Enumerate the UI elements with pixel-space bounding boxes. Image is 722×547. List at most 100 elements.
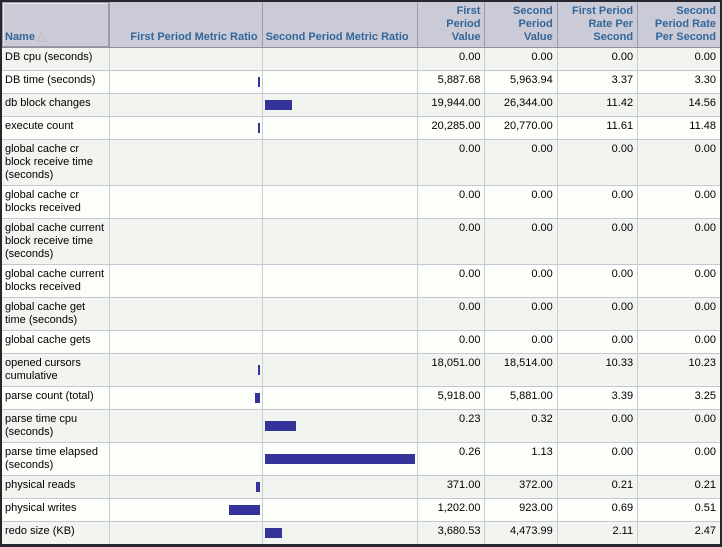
table-row: DB cpu (seconds) 0.00 0.00 0.00 0.00 xyxy=(1,47,722,71)
first-value-cell: 20,285.00 xyxy=(417,116,486,140)
name-cell: global cache cr block receive time (seco… xyxy=(1,139,110,186)
second-value-cell: 0.32 xyxy=(484,409,558,443)
table-row: opened cursors cumulative 18,051.00 18,5… xyxy=(1,353,722,387)
header-first-period-rate-per-second[interactable]: First Period Rate Per Second xyxy=(557,1,639,48)
first-ratio-cell xyxy=(109,475,263,499)
first-ratio-cell xyxy=(109,386,263,410)
first-ratio-cell xyxy=(109,47,263,71)
first-rate-cell: 0.00 xyxy=(557,139,639,186)
metric-ratio-bar xyxy=(264,100,292,110)
first-ratio-cell xyxy=(109,353,263,387)
metric-ratio-bar xyxy=(254,393,260,403)
second-value-cell: 5,881.00 xyxy=(484,386,558,410)
header-second-period-metric-ratio[interactable]: Second Period Metric Ratio xyxy=(262,1,419,48)
table-row: global cache get time (seconds) 0.00 0.0… xyxy=(1,297,722,331)
table-row: db block changes 19,944.00 26,344.00 11.… xyxy=(1,93,722,117)
table-row: global cache cr block receive time (seco… xyxy=(1,139,722,186)
first-rate-cell: 0.21 xyxy=(557,475,639,499)
table-row: global cache current block receive time … xyxy=(1,218,722,265)
name-cell: execute count xyxy=(1,116,110,140)
second-rate-cell: 0.00 xyxy=(637,297,722,331)
metric-ratio-bar xyxy=(264,528,282,538)
first-rate-cell: 2.11 xyxy=(557,521,639,546)
first-ratio-cell xyxy=(109,139,263,186)
first-value-cell: 0.00 xyxy=(417,185,486,219)
first-ratio-cell xyxy=(109,185,263,219)
first-ratio-cell xyxy=(109,70,263,94)
second-value-cell: 18,514.00 xyxy=(484,353,558,387)
second-value-cell: 0.00 xyxy=(484,297,558,331)
table-row: redo size (KB) 3,680.53 4,473.99 2.11 2.… xyxy=(1,521,722,546)
header-second-period-rate-per-second[interactable]: Second Period Rate Per Second xyxy=(637,1,722,48)
second-rate-cell: 3.30 xyxy=(637,70,722,94)
first-ratio-cell xyxy=(109,116,263,140)
first-value-cell: 1,202.00 xyxy=(417,498,486,522)
first-value-cell: 3,680.53 xyxy=(417,521,486,546)
first-value-cell: 0.00 xyxy=(417,139,486,186)
second-ratio-cell xyxy=(262,93,419,117)
second-value-cell: 5,963.94 xyxy=(484,70,558,94)
first-rate-cell: 0.00 xyxy=(557,330,639,354)
first-ratio-cell xyxy=(109,218,263,265)
name-cell: global cache current blocks received xyxy=(1,264,110,298)
sort-ascending-icon: △ xyxy=(36,29,47,43)
second-rate-cell: 0.00 xyxy=(637,47,722,71)
header-first-period-metric-ratio[interactable]: First Period Metric Ratio xyxy=(109,1,263,48)
second-ratio-cell xyxy=(262,442,419,476)
second-ratio-cell xyxy=(262,498,419,522)
second-value-cell: 1.13 xyxy=(484,442,558,476)
table-row: DB time (seconds) 5,887.68 5,963.94 3.37… xyxy=(1,70,722,94)
table-body: DB cpu (seconds) 0.00 0.00 0.00 0.00 DB … xyxy=(1,47,722,546)
metric-ratio-bar xyxy=(255,482,260,492)
first-ratio-cell xyxy=(109,330,263,354)
first-value-cell: 0.26 xyxy=(417,442,486,476)
first-ratio-cell xyxy=(109,498,263,522)
name-cell: parse time elapsed (seconds) xyxy=(1,442,110,476)
second-rate-cell: 0.00 xyxy=(637,264,722,298)
first-rate-cell: 11.61 xyxy=(557,116,639,140)
second-rate-cell: 2.47 xyxy=(637,521,722,546)
metric-ratio-bar xyxy=(257,365,260,375)
first-ratio-cell xyxy=(109,442,263,476)
name-cell: parse count (total) xyxy=(1,386,110,410)
name-cell: opened cursors cumulative xyxy=(1,353,110,387)
second-value-cell: 20,770.00 xyxy=(484,116,558,140)
first-rate-cell: 0.00 xyxy=(557,264,639,298)
header-first-period-value[interactable]: First Period Value xyxy=(417,1,486,48)
first-rate-cell: 0.00 xyxy=(557,185,639,219)
first-rate-cell: 0.69 xyxy=(557,498,639,522)
header-name[interactable]: Name △ xyxy=(1,1,110,48)
first-value-cell: 0.00 xyxy=(417,297,486,331)
first-rate-cell: 11.42 xyxy=(557,93,639,117)
second-rate-cell: 10.23 xyxy=(637,353,722,387)
metric-ratio-bar xyxy=(264,421,296,431)
second-value-cell: 26,344.00 xyxy=(484,93,558,117)
second-value-cell: 0.00 xyxy=(484,218,558,265)
second-rate-cell: 0.00 xyxy=(637,442,722,476)
second-ratio-cell xyxy=(262,139,419,186)
name-cell: physical reads xyxy=(1,475,110,499)
first-value-cell: 371.00 xyxy=(417,475,486,499)
first-value-cell: 0.00 xyxy=(417,264,486,298)
second-value-cell: 0.00 xyxy=(484,139,558,186)
first-rate-cell: 0.00 xyxy=(557,442,639,476)
second-ratio-cell xyxy=(262,386,419,410)
second-ratio-cell xyxy=(262,330,419,354)
first-rate-cell: 3.39 xyxy=(557,386,639,410)
second-ratio-cell xyxy=(262,47,419,71)
header-second-period-value[interactable]: Second Period Value xyxy=(484,1,558,48)
first-value-cell: 5,887.68 xyxy=(417,70,486,94)
second-rate-cell: 0.21 xyxy=(637,475,722,499)
table-row: parse time cpu (seconds) 0.23 0.32 0.00 … xyxy=(1,409,722,443)
first-value-cell: 18,051.00 xyxy=(417,353,486,387)
second-value-cell: 0.00 xyxy=(484,185,558,219)
second-value-cell: 0.00 xyxy=(484,330,558,354)
table-row: global cache cr blocks received 0.00 0.0… xyxy=(1,185,722,219)
first-value-cell: 0.23 xyxy=(417,409,486,443)
second-rate-cell: 11.48 xyxy=(637,116,722,140)
table-row: parse time elapsed (seconds) 0.26 1.13 0… xyxy=(1,442,722,476)
first-ratio-cell xyxy=(109,521,263,546)
second-value-cell: 923.00 xyxy=(484,498,558,522)
second-rate-cell: 0.00 xyxy=(637,139,722,186)
table-row: parse count (total) 5,918.00 5,881.00 3.… xyxy=(1,386,722,410)
